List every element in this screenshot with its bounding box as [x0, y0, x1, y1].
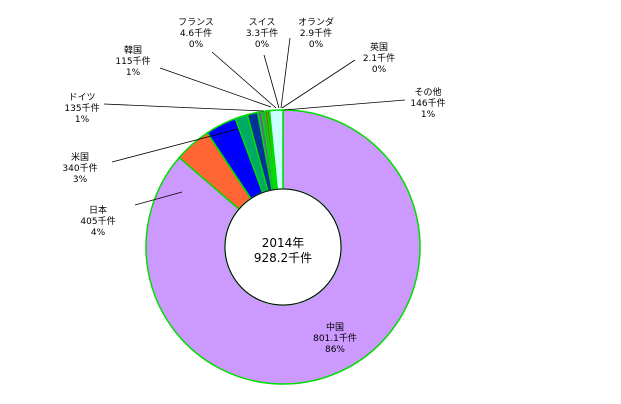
donut-hole — [224, 188, 342, 306]
leader-line — [281, 59, 356, 109]
slice-label: 米国 340千件 3% — [62, 151, 97, 185]
pie-slices — [145, 109, 421, 385]
slice-label: ドイツ 135千件 1% — [64, 93, 99, 125]
leader-line — [103, 103, 265, 112]
leader-line — [280, 37, 291, 109]
slice-label: 中国 801.1千件 86% — [313, 321, 357, 355]
slice-label: 日本 405千件 4% — [80, 204, 115, 238]
leader-lines — [103, 37, 406, 206]
slice-label: 英国 2.1千件 0% — [363, 41, 395, 75]
leader-line — [111, 128, 239, 163]
slice-label: その他 146千件 1% — [410, 86, 445, 120]
leader-line — [283, 99, 406, 111]
leader-line — [159, 67, 272, 108]
leader-line — [211, 51, 277, 109]
slice-label: フランス 4.6千件 0% — [178, 17, 214, 50]
slice-labels: 中国 801.1千件 86% 日本 405千件 4% 米国 340千件 3% ドイツ 135千件 1%… — [62, 16, 445, 355]
center-year-label: 2014年 — [262, 236, 305, 250]
leader-line — [134, 191, 183, 206]
slice-label: 韓国 115千件 1% — [115, 45, 150, 78]
slice-label: スイス 3.3千件 0% — [246, 18, 278, 50]
leader-line — [263, 54, 280, 109]
slice-label: オランダ 2.9千件 0% — [298, 16, 334, 50]
center-total-label: 928.2千件 — [254, 251, 312, 265]
